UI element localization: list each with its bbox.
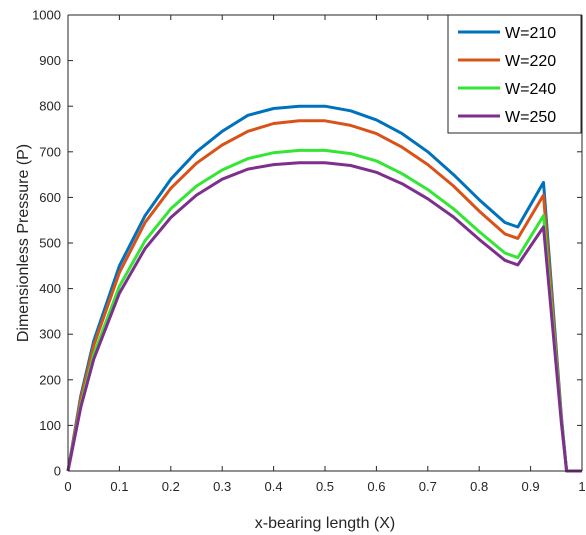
legend-label: W=250 — [505, 109, 556, 126]
x-tick-label: 0.1 — [110, 479, 128, 494]
x-tick-label: 0.7 — [419, 479, 437, 494]
legend-label: W=220 — [505, 53, 556, 70]
y-tick-label: 0 — [54, 464, 61, 479]
series-line-2 — [66, 119, 582, 473]
legend-box — [447, 14, 582, 134]
y-tick-label: 700 — [39, 144, 61, 159]
y-tick-label: 300 — [39, 327, 61, 342]
y-tick-label: 900 — [39, 53, 61, 68]
y-tick-label: 200 — [39, 372, 61, 387]
x-tick-label: 0.8 — [470, 479, 488, 494]
x-tick-label: 1 — [578, 479, 585, 494]
axis-layer: 0 0.1 0.2 0.3 0.4 0.5 0.6 0.7 0.8 0.9 1 0 100 200 300 4… — [32, 8, 586, 495]
legend-label: W=240 — [505, 81, 556, 98]
series-line-3 — [66, 148, 582, 473]
series-line-1 — [66, 104, 582, 473]
y-tick-label: 800 — [39, 99, 61, 114]
x-tick-label: 0.2 — [162, 479, 180, 494]
x-tick-label: 0.4 — [265, 479, 283, 494]
legend: W=210 W=220 W=240 W=250 — [447, 14, 582, 134]
x-tick-label: 0.9 — [522, 479, 540, 494]
series-line-4 — [66, 161, 582, 473]
x-tick-label: 0.3 — [213, 479, 231, 494]
y-axis-label: Dimensionless Pressure (P) — [15, 144, 32, 342]
legend-label: W=210 — [505, 25, 556, 42]
y-tick-label: 100 — [39, 418, 61, 433]
y-tick-label: 1000 — [32, 8, 61, 23]
x-axis-label: x-bearing length (X) — [255, 515, 396, 532]
x-tick-label: 0 — [64, 479, 71, 494]
y-tick-label: 600 — [39, 190, 61, 205]
x-tick-label: 0.6 — [367, 479, 385, 494]
series-layer — [66, 104, 582, 473]
x-tick-label: 0.5 — [316, 479, 334, 494]
y-tick-label: 400 — [39, 281, 61, 296]
y-tick-label: 500 — [39, 236, 61, 251]
